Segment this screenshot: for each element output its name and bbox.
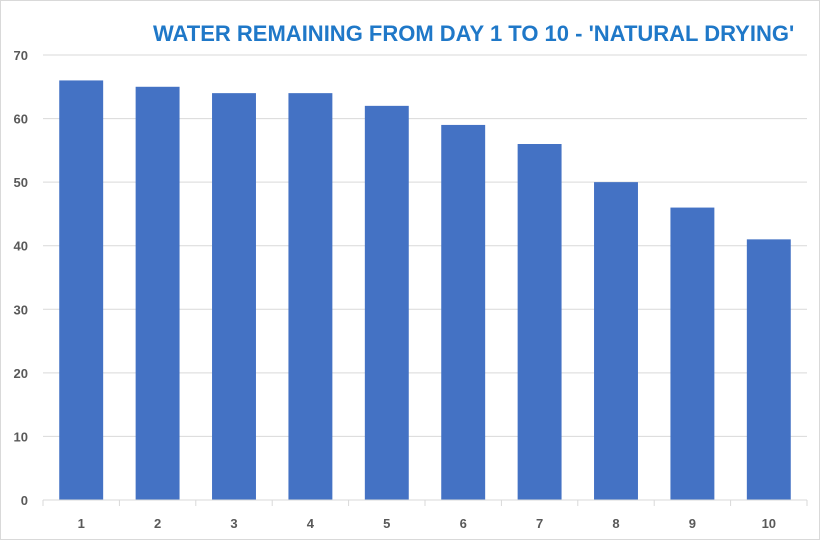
bar — [746, 239, 791, 500]
y-tick-label: 50 — [14, 175, 28, 190]
bar — [135, 86, 180, 501]
y-tick-label: 0 — [21, 493, 28, 508]
y-tick-label: 40 — [14, 239, 28, 254]
x-tick-labels: 1 2 3 4 5 6 7 8 9 10 — [78, 516, 776, 531]
axes — [42, 499, 808, 506]
x-tick-label: 6 — [460, 516, 467, 531]
x-tick-label: 9 — [689, 516, 696, 531]
y-tick-label: 20 — [14, 366, 28, 381]
x-tick-label: 3 — [230, 516, 237, 531]
x-tick-label: 4 — [307, 516, 315, 531]
bar — [288, 93, 333, 501]
y-tick-label: 60 — [14, 112, 28, 127]
x-tick-label: 10 — [762, 516, 776, 531]
bar — [212, 93, 256, 501]
bars — [59, 80, 791, 501]
x-tick-label: 1 — [78, 516, 85, 531]
bar — [59, 80, 104, 500]
bar — [594, 182, 638, 500]
y-tick-labels: 0 10 20 30 40 50 60 70 — [14, 48, 28, 508]
chart-title: WATER REMAINING FROM DAY 1 TO 10 - 'NATU… — [153, 21, 795, 46]
x-tick-label: 5 — [383, 516, 390, 531]
bar — [441, 124, 486, 500]
y-tick-label: 10 — [14, 429, 28, 444]
bar — [670, 207, 715, 501]
y-tick-label: 30 — [14, 302, 28, 317]
bar — [364, 105, 409, 500]
x-tick-label: 8 — [612, 516, 619, 531]
y-tick-label: 70 — [14, 48, 28, 63]
x-tick-label: 7 — [536, 516, 543, 531]
bar — [517, 144, 562, 500]
x-tick-label: 2 — [154, 516, 161, 531]
